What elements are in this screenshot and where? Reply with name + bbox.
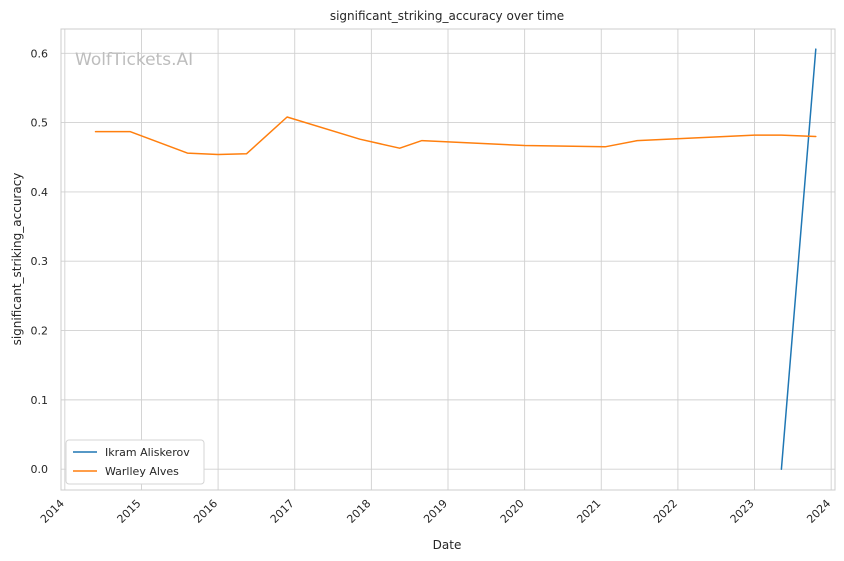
y-tick-label: 0.6: [31, 47, 49, 60]
x-axis-label: Date: [433, 538, 462, 552]
y-tick-label: 0.3: [31, 255, 49, 268]
x-tick-label: 2020: [498, 497, 527, 526]
y-axis-label: significant_striking_accuracy: [10, 173, 24, 346]
grid-lines: [61, 29, 835, 490]
series-lines: [94, 48, 817, 470]
legend: Ikram Aliskerov Warlley Alves: [65, 439, 205, 485]
x-tick-label: 2023: [728, 497, 757, 526]
chart-title: significant_striking_accuracy over time: [330, 9, 564, 23]
legend-label-ikram-aliskerov: Ikram Aliskerov: [105, 446, 190, 459]
series-line-ikram-aliskerov: [780, 48, 817, 470]
x-tick-label: 2014: [38, 497, 67, 526]
legend-label-warlley-alves: Warlley Alves: [105, 465, 179, 478]
x-tick-label: 2022: [651, 497, 680, 526]
x-tick-label: 2016: [191, 497, 220, 526]
y-tick-label: 0.2: [31, 325, 49, 338]
x-tick-label: 2024: [804, 497, 833, 526]
y-tick-label: 0.1: [31, 394, 49, 407]
y-tick-label: 0.5: [31, 117, 49, 130]
series-line-warlley-alves: [94, 116, 817, 156]
x-tick-label: 2021: [574, 497, 603, 526]
x-axis-ticks: 2014 2015 2016 2017 2018 2019 2020 2021 2022 2023…: [38, 497, 833, 526]
plot-area-frame: [60, 28, 836, 491]
y-tick-label: 0.4: [31, 186, 49, 199]
x-tick-label: 2018: [344, 497, 373, 526]
y-tick-label: 0.0: [31, 463, 49, 476]
x-tick-label: 2015: [115, 497, 144, 526]
legend-box: [65, 439, 205, 485]
watermark-text: WolfTickets.AI: [75, 50, 193, 70]
x-tick-label: 2017: [268, 497, 297, 526]
y-axis-ticks: 0.0 0.1 0.2 0.3 0.4 0.5 0.6: [31, 47, 49, 476]
x-tick-label: 2019: [421, 497, 450, 526]
